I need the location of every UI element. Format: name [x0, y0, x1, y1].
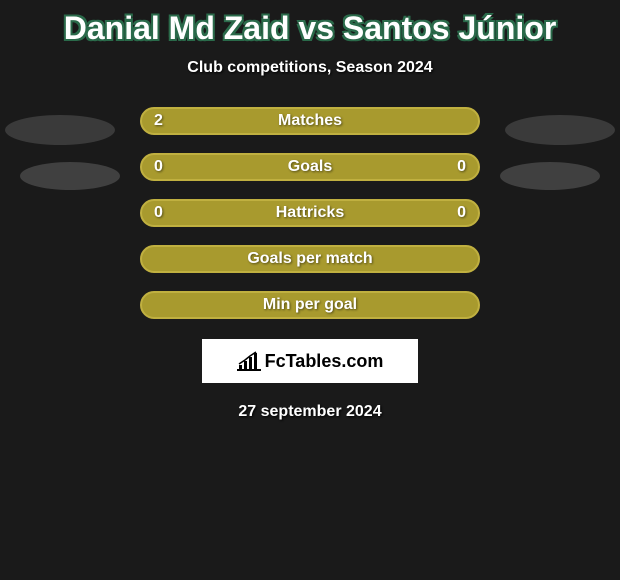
- stat-bar: Min per goal: [140, 291, 480, 319]
- logo-box[interactable]: FcTables.com: [202, 339, 418, 383]
- main-container: Danial Md Zaid vs Santos Júnior Club com…: [0, 0, 620, 431]
- avatar-placeholder-right-1: [505, 115, 615, 145]
- stats-area: 2 Matches 0 Goals 0 0 Hattricks 0 Goals per matc…: [0, 107, 620, 319]
- stat-bar: Goals per match: [140, 245, 480, 273]
- page-title: Danial Md Zaid vs Santos Júnior: [64, 10, 557, 47]
- stat-bar: 0 Goals 0: [140, 153, 480, 181]
- stat-value-left: 2: [154, 112, 163, 130]
- avatar-placeholder-left-1: [5, 115, 115, 145]
- stat-value-left: 0: [154, 158, 163, 176]
- logo-text: FcTables.com: [265, 351, 384, 372]
- stat-label: Goals: [288, 158, 332, 176]
- stat-bar: 0 Hattricks 0: [140, 199, 480, 227]
- stat-bars: 2 Matches 0 Goals 0 0 Hattricks 0 Goals per matc…: [140, 107, 480, 319]
- chart-icon: [237, 351, 261, 371]
- stat-label: Hattricks: [276, 204, 344, 222]
- stat-label: Min per goal: [263, 296, 357, 314]
- avatar-placeholder-left-2: [20, 162, 120, 190]
- stat-label: Goals per match: [247, 250, 372, 268]
- stat-value-right: 0: [457, 204, 466, 222]
- avatar-placeholder-right-2: [500, 162, 600, 190]
- date-label: 27 september 2024: [238, 403, 381, 421]
- stat-label: Matches: [278, 112, 342, 130]
- subtitle: Club competitions, Season 2024: [187, 59, 432, 77]
- stat-bar: 2 Matches: [140, 107, 480, 135]
- stat-value-right: 0: [457, 158, 466, 176]
- stat-value-left: 0: [154, 204, 163, 222]
